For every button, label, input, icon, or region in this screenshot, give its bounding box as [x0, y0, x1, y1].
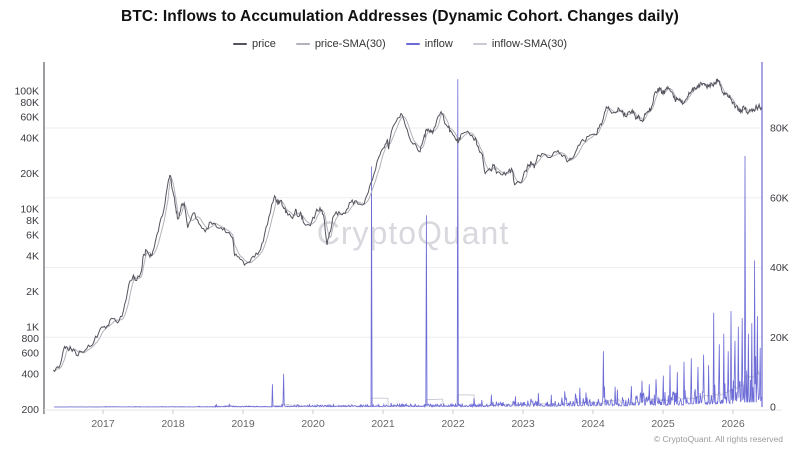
- x-tick-label: 2025: [651, 418, 675, 430]
- y-right-tick-label: 20K: [770, 332, 789, 344]
- y-left-tick-label: 6K: [26, 229, 39, 241]
- price-sma-line-swatch: [295, 43, 310, 45]
- legend-label: inflow-SMA(30): [491, 38, 568, 50]
- legend-label: inflow: [424, 38, 453, 50]
- watermark: CryptoQuant: [317, 215, 509, 251]
- copyright-notice: © CryptoQuant. All rights reserved: [653, 434, 783, 444]
- y-left-tick-label: 80K: [20, 97, 39, 109]
- y-left-tick-label: 800: [21, 333, 39, 345]
- x-tick-label: 2022: [441, 418, 465, 430]
- y-left-tick-label: 40K: [20, 132, 39, 144]
- y-right-tick-label: 80K: [770, 123, 789, 135]
- y-left-tick-label: 600: [21, 347, 39, 359]
- y-left-tick-label: 4K: [26, 250, 39, 262]
- y-left-tick-label: 60K: [20, 111, 39, 123]
- legend-item-price-sma[interactable]: price-SMA(30): [295, 38, 386, 50]
- y-left-tick-label: 10K: [20, 203, 39, 215]
- legend-label: price: [251, 38, 276, 50]
- price-line-swatch: [232, 43, 247, 45]
- y-right-tick-label: 40K: [770, 262, 789, 274]
- x-tick-label: 2018: [161, 418, 185, 430]
- y-left-tick-label: 8K: [26, 215, 39, 227]
- x-tick-label: 2026: [721, 418, 745, 430]
- y-left-tick-label: 200: [21, 404, 39, 416]
- x-tick-label: 2020: [301, 418, 325, 430]
- y-right-tick-label: 60K: [770, 192, 789, 204]
- x-tick-label: 2021: [371, 418, 395, 430]
- x-tick-label: 2023: [511, 418, 535, 430]
- y-left-tick-label: 100K: [14, 85, 39, 97]
- legend-item-inflow[interactable]: inflow: [405, 38, 453, 50]
- x-tick-label: 2019: [231, 418, 255, 430]
- y-left-tick-label: 2K: [26, 286, 39, 298]
- chart-title: BTC: Inflows to Accumulation Addresses (…: [121, 8, 679, 25]
- y-left-tick-label: 1K: [26, 321, 39, 333]
- price-line: [52, 77, 763, 373]
- x-tick-label: 2024: [581, 418, 605, 430]
- legend-item-inflow-sma[interactable]: inflow-SMA(30): [472, 38, 568, 50]
- inflow-line-swatch: [405, 43, 420, 45]
- legend-item-price[interactable]: price: [232, 38, 276, 50]
- chart-legend: price price-SMA(30) inflow inflow-SMA(30…: [0, 38, 800, 50]
- inflow-line: [54, 79, 762, 409]
- y-right-tick-label: 0: [770, 402, 776, 414]
- y-left-tick-label: 400: [21, 368, 39, 380]
- y-left-tick-label: 20K: [20, 168, 39, 180]
- x-tick-label: 2017: [91, 418, 115, 430]
- legend-label: price-SMA(30): [314, 38, 386, 50]
- inflow-sma-line-swatch: [472, 43, 487, 45]
